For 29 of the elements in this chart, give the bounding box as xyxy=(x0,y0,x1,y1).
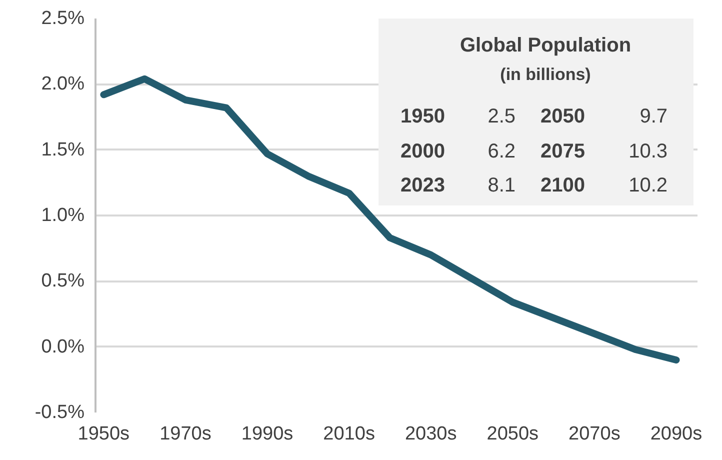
y-tick-label: -0.5% xyxy=(34,402,85,423)
annotation: 2023 xyxy=(400,174,445,196)
x-tick-label: 1990s xyxy=(241,424,294,444)
annotation: 6.2 xyxy=(488,140,516,162)
annotation: 2050 xyxy=(540,106,585,128)
x-tick-label: 2070s xyxy=(568,424,620,444)
x-tick-label: 2090s xyxy=(650,424,702,444)
y-tick-label: 0.0% xyxy=(41,336,85,358)
annotation: 10.2 xyxy=(628,174,668,196)
text: (in billions) xyxy=(500,65,591,84)
x-tick-label: 1950s xyxy=(78,424,130,444)
annotation: 9.7 xyxy=(640,106,668,128)
annotation: 1950 xyxy=(400,106,445,128)
y-tick-label: 2.5% xyxy=(41,8,85,29)
y-tick-label: 2.0% xyxy=(41,74,85,95)
x-tick-label: 2010s xyxy=(323,424,375,444)
annotation: 2000 xyxy=(400,140,445,162)
x-tick-label: 1970s xyxy=(160,424,212,444)
y-tick-label: 0.5% xyxy=(41,270,85,292)
annotation: 2100 xyxy=(540,174,585,196)
annotation: 2.5 xyxy=(488,106,516,128)
annotation: 10.3 xyxy=(628,140,668,162)
text: Global Population xyxy=(460,34,632,56)
y-tick-label: 1.0% xyxy=(41,205,85,226)
annotation: 2075 xyxy=(540,140,585,162)
x-tick-label: 2050s xyxy=(486,424,539,444)
x-tick-label: 2030s xyxy=(404,424,457,444)
annotation: 8.1 xyxy=(488,174,516,196)
y-tick-label: 1.5% xyxy=(41,139,85,160)
